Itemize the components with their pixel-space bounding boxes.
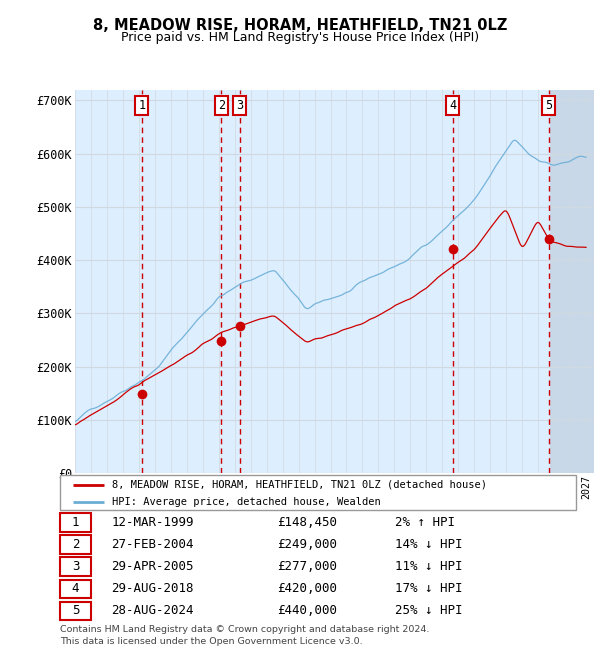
Text: £420,000: £420,000 bbox=[277, 582, 337, 595]
Text: £148,450: £148,450 bbox=[277, 516, 337, 529]
Text: 5: 5 bbox=[545, 99, 552, 112]
FancyBboxPatch shape bbox=[60, 514, 91, 532]
Text: 17% ↓ HPI: 17% ↓ HPI bbox=[395, 582, 463, 595]
Text: 11% ↓ HPI: 11% ↓ HPI bbox=[395, 560, 463, 573]
Text: 1: 1 bbox=[72, 516, 79, 529]
Bar bbox=[550, 90, 594, 473]
Text: 12-MAR-1999: 12-MAR-1999 bbox=[112, 516, 194, 529]
Text: 29-APR-2005: 29-APR-2005 bbox=[112, 560, 194, 573]
FancyBboxPatch shape bbox=[60, 580, 91, 598]
FancyBboxPatch shape bbox=[60, 602, 91, 620]
Text: 3: 3 bbox=[236, 99, 244, 112]
Text: Price paid vs. HM Land Registry's House Price Index (HPI): Price paid vs. HM Land Registry's House … bbox=[121, 31, 479, 44]
Text: 4: 4 bbox=[72, 582, 79, 595]
Text: 4: 4 bbox=[449, 99, 457, 112]
Text: Contains HM Land Registry data © Crown copyright and database right 2024.
This d: Contains HM Land Registry data © Crown c… bbox=[60, 625, 430, 646]
Text: 2: 2 bbox=[72, 538, 79, 551]
Text: 5: 5 bbox=[72, 604, 79, 617]
Text: 28-AUG-2024: 28-AUG-2024 bbox=[112, 604, 194, 617]
Bar bbox=[550, 90, 594, 473]
Text: 2: 2 bbox=[218, 99, 225, 112]
Text: 8, MEADOW RISE, HORAM, HEATHFIELD, TN21 0LZ (detached house): 8, MEADOW RISE, HORAM, HEATHFIELD, TN21 … bbox=[112, 480, 487, 489]
Text: 27-FEB-2004: 27-FEB-2004 bbox=[112, 538, 194, 551]
Text: 2% ↑ HPI: 2% ↑ HPI bbox=[395, 516, 455, 529]
Text: 25% ↓ HPI: 25% ↓ HPI bbox=[395, 604, 463, 617]
Text: 14% ↓ HPI: 14% ↓ HPI bbox=[395, 538, 463, 551]
FancyBboxPatch shape bbox=[60, 474, 576, 510]
Text: 8, MEADOW RISE, HORAM, HEATHFIELD, TN21 0LZ: 8, MEADOW RISE, HORAM, HEATHFIELD, TN21 … bbox=[93, 18, 507, 33]
Text: £249,000: £249,000 bbox=[277, 538, 337, 551]
Text: 29-AUG-2018: 29-AUG-2018 bbox=[112, 582, 194, 595]
FancyBboxPatch shape bbox=[60, 536, 91, 554]
FancyBboxPatch shape bbox=[60, 558, 91, 576]
Text: £277,000: £277,000 bbox=[277, 560, 337, 573]
Text: HPI: Average price, detached house, Wealden: HPI: Average price, detached house, Weal… bbox=[112, 497, 380, 508]
Text: 1: 1 bbox=[139, 99, 145, 112]
Text: £440,000: £440,000 bbox=[277, 604, 337, 617]
Text: 3: 3 bbox=[72, 560, 79, 573]
